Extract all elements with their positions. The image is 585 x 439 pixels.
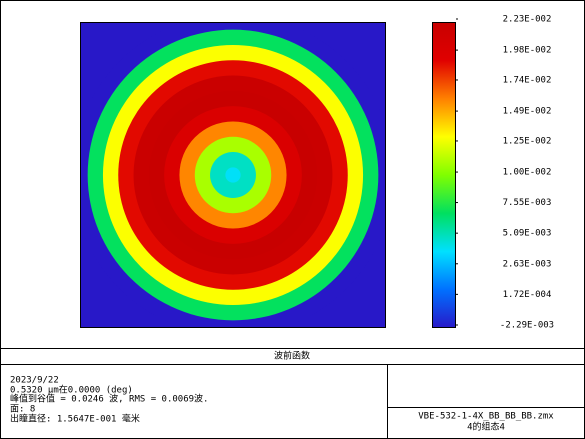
info-line: 0.5320 µm在0.0000 (deg) xyxy=(10,384,133,396)
title: 波前函数 xyxy=(274,350,310,362)
colorbar-tick-label: -2.29E-003 xyxy=(500,321,554,331)
colorbar-tick-label: 1.00E-002 xyxy=(503,168,552,178)
colorbar-tick-label: 2.63E-003 xyxy=(503,259,552,269)
map-frame xyxy=(80,22,386,328)
wavefront-map xyxy=(80,22,386,328)
colorbar-tick-label: 1.72E-004 xyxy=(503,290,552,300)
info-line: 2023/9/22 xyxy=(10,376,59,386)
config-label: 4的组态4 xyxy=(467,421,505,433)
info-line: 出瞳直径: 1.5647E-001 毫米 xyxy=(10,413,140,425)
colorbar-tick-label: 1.25E-002 xyxy=(503,136,552,146)
wavefront-ring xyxy=(225,167,241,183)
colorbar-tick-label: 1.98E-002 xyxy=(503,46,552,56)
colorbar xyxy=(432,22,456,328)
file-name: VBE-532-1-4X_BB_BB_BB.zmx xyxy=(418,412,554,422)
colorbar-tick-label: 7.55E-003 xyxy=(503,198,552,208)
info-line: 峰值到谷值 = 0.0246 波, RMS = 0.0069波. xyxy=(10,393,208,405)
colorbar-tick-label: 1.49E-002 xyxy=(503,107,552,117)
colorbar-tick-label: 1.74E-002 xyxy=(503,75,552,85)
colorbar-tick-label: 2.23E-002 xyxy=(503,15,552,25)
colorbar-frame xyxy=(432,22,456,328)
info-line: 面: 8 xyxy=(10,404,35,415)
colorbar-tick-label: 5.09E-003 xyxy=(503,229,552,239)
